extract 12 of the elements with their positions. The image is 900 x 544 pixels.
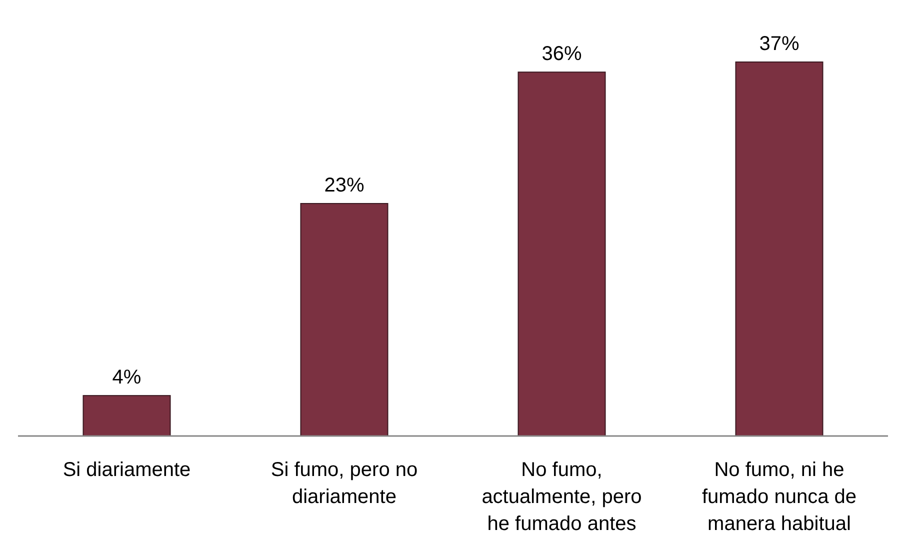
data-label: 4%: [112, 366, 142, 389]
data-label: 36%: [542, 43, 582, 66]
x-tick-label: Si diariamente: [62, 459, 191, 481]
bar: [518, 72, 606, 436]
data-label: 37%: [759, 33, 800, 55]
bar: [300, 203, 388, 436]
bar: [82, 395, 171, 436]
x-tick-label: No fumo, ni he fumado nunca de manera habitual: [702, 459, 857, 535]
x-tick-label: Si fumo, pero no diariamente: [270, 459, 418, 508]
x-tick-label: No fumo, actualmente, pero he fumado antes: [482, 459, 642, 535]
bar: [735, 62, 824, 436]
data-label: 23%: [324, 174, 364, 197]
